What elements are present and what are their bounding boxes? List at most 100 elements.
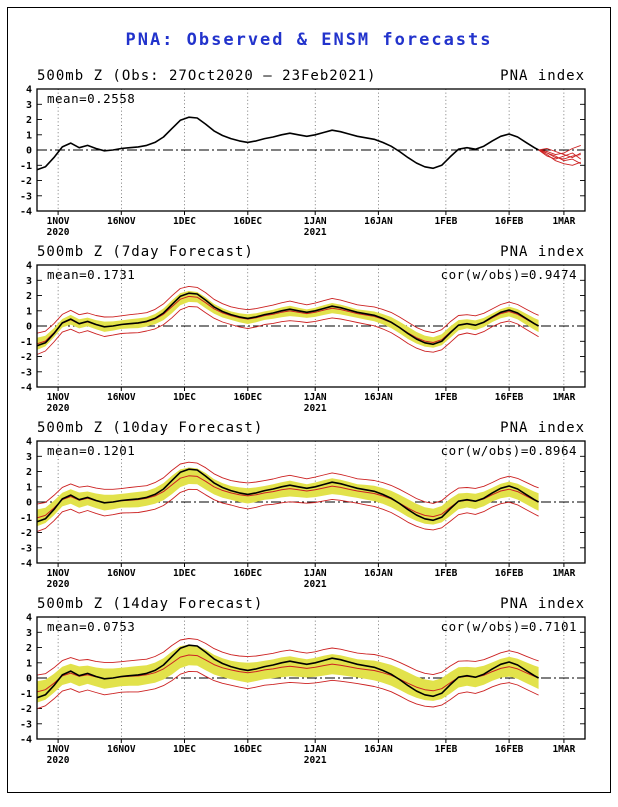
svg-text:1FEB: 1FEB bbox=[434, 568, 457, 579]
pna-index-label: PNA index bbox=[500, 68, 585, 84]
svg-text:1DEC: 1DEC bbox=[173, 568, 196, 579]
svg-text:3: 3 bbox=[26, 100, 32, 111]
svg-text:1MAR: 1MAR bbox=[552, 216, 575, 227]
svg-text:2: 2 bbox=[26, 291, 32, 302]
svg-text:-3: -3 bbox=[20, 367, 32, 378]
panel-10day-forecast: 500mb Z (10day Forecast) PNA index 1NOV 2… bbox=[9, 420, 609, 592]
panel-title-10day: 500mb Z (10day Forecast) bbox=[37, 420, 264, 436]
svg-text:1: 1 bbox=[26, 130, 32, 141]
svg-text:3: 3 bbox=[26, 628, 32, 639]
panel-7day-forecast: 500mb Z (7day Forecast) PNA index 1NOV 20… bbox=[9, 244, 609, 416]
svg-text:16DEC: 16DEC bbox=[233, 392, 262, 403]
svg-text:1FEB: 1FEB bbox=[434, 392, 457, 403]
svg-text:16JAN: 16JAN bbox=[364, 568, 393, 579]
svg-text:1FEB: 1FEB bbox=[434, 216, 457, 227]
svg-text:1JAN: 1JAN bbox=[304, 392, 327, 403]
svg-text:0: 0 bbox=[26, 674, 32, 685]
svg-text:1DEC: 1DEC bbox=[173, 392, 196, 403]
svg-text:2021: 2021 bbox=[304, 755, 327, 766]
svg-text:2020: 2020 bbox=[47, 403, 70, 414]
pna-index-label: PNA index bbox=[500, 420, 585, 436]
svg-text:-2: -2 bbox=[20, 704, 32, 715]
svg-text:1JAN: 1JAN bbox=[304, 216, 327, 227]
svg-text:-1: -1 bbox=[20, 337, 32, 348]
svg-text:-2: -2 bbox=[20, 176, 32, 187]
panel-14day-forecast: 500mb Z (14day Forecast) PNA index 1NOV 2… bbox=[9, 596, 609, 768]
svg-text:-4: -4 bbox=[20, 207, 32, 218]
panel-title-7day: 500mb Z (7day Forecast) bbox=[37, 244, 254, 260]
svg-text:1DEC: 1DEC bbox=[173, 216, 196, 227]
svg-text:16FEB: 16FEB bbox=[495, 744, 524, 755]
correlation-annotation: cor(w/obs)=0.7101 bbox=[440, 619, 577, 634]
correlation-annotation: cor(w/obs)=0.8964 bbox=[440, 443, 577, 458]
svg-text:-1: -1 bbox=[20, 513, 32, 524]
svg-text:-4: -4 bbox=[20, 383, 32, 394]
plot-area-14day: 1NOV 2020 16NOV 1DEC 16DEC 1JAN 2021 16JAN 1FEB 1… bbox=[9, 613, 609, 768]
svg-text:1: 1 bbox=[26, 482, 32, 493]
plot-area-7day: 1NOV 2020 16NOV 1DEC 16DEC 1JAN 2021 16JAN 1FEB 1… bbox=[9, 261, 609, 416]
svg-text:-4: -4 bbox=[20, 559, 32, 570]
svg-text:2021: 2021 bbox=[304, 579, 327, 590]
svg-text:2021: 2021 bbox=[304, 227, 327, 238]
panel-header-14day: 500mb Z (14day Forecast) PNA index bbox=[9, 596, 609, 613]
pna-index-label: PNA index bbox=[500, 244, 585, 260]
svg-text:1JAN: 1JAN bbox=[304, 744, 327, 755]
plot-area-10day: 1NOV 2020 16NOV 1DEC 16DEC 1JAN 2021 16JAN 1FEB 1… bbox=[9, 437, 609, 592]
panel-title-14day: 500mb Z (14day Forecast) bbox=[37, 596, 264, 612]
mean-annotation: mean=0.2558 bbox=[47, 91, 136, 106]
svg-text:1DEC: 1DEC bbox=[173, 744, 196, 755]
svg-text:2: 2 bbox=[26, 467, 32, 478]
svg-text:16FEB: 16FEB bbox=[495, 216, 524, 227]
svg-text:-3: -3 bbox=[20, 191, 32, 202]
svg-text:0: 0 bbox=[26, 498, 32, 509]
mean-annotation: mean=0.0753 bbox=[47, 619, 136, 634]
svg-text:16JAN: 16JAN bbox=[364, 744, 393, 755]
svg-text:2020: 2020 bbox=[47, 227, 70, 238]
svg-text:1MAR: 1MAR bbox=[552, 744, 575, 755]
svg-text:1NOV: 1NOV bbox=[47, 392, 70, 403]
panel-header-10day: 500mb Z (10day Forecast) PNA index bbox=[9, 420, 609, 437]
svg-text:2: 2 bbox=[26, 643, 32, 654]
svg-text:4: 4 bbox=[26, 85, 32, 96]
svg-text:2: 2 bbox=[26, 115, 32, 126]
correlation-annotation: cor(w/obs)=0.9474 bbox=[440, 267, 577, 282]
panel-header-observed: 500mb Z (Obs: 27Oct2020 – 23Feb2021) PNA… bbox=[9, 68, 609, 85]
plot-area-observed: 1NOV 2020 16NOV 1DEC 16DEC 1JAN 2021 16JAN 1FEB 1… bbox=[9, 85, 609, 240]
svg-text:4: 4 bbox=[26, 437, 32, 448]
svg-text:16JAN: 16JAN bbox=[364, 392, 393, 403]
svg-text:16NOV: 16NOV bbox=[107, 568, 136, 579]
svg-text:2020: 2020 bbox=[47, 579, 70, 590]
svg-text:1: 1 bbox=[26, 306, 32, 317]
svg-text:1NOV: 1NOV bbox=[47, 216, 70, 227]
mean-annotation: mean=0.1201 bbox=[47, 443, 136, 458]
svg-text:1FEB: 1FEB bbox=[434, 744, 457, 755]
svg-text:16NOV: 16NOV bbox=[107, 216, 136, 227]
svg-text:16DEC: 16DEC bbox=[233, 216, 262, 227]
mean-annotation: mean=0.1731 bbox=[47, 267, 136, 282]
svg-text:1: 1 bbox=[26, 658, 32, 669]
panel-header-7day: 500mb Z (7day Forecast) PNA index bbox=[9, 244, 609, 261]
svg-text:0: 0 bbox=[26, 146, 32, 157]
svg-text:2021: 2021 bbox=[304, 403, 327, 414]
svg-text:-1: -1 bbox=[20, 689, 32, 700]
svg-text:1MAR: 1MAR bbox=[552, 568, 575, 579]
panel-observed: 500mb Z (Obs: 27Oct2020 – 23Feb2021) PNA… bbox=[9, 68, 609, 240]
svg-text:16FEB: 16FEB bbox=[495, 392, 524, 403]
svg-text:4: 4 bbox=[26, 261, 32, 272]
svg-text:-3: -3 bbox=[20, 543, 32, 554]
svg-text:3: 3 bbox=[26, 276, 32, 287]
svg-text:16JAN: 16JAN bbox=[364, 216, 393, 227]
svg-text:-1: -1 bbox=[20, 161, 32, 172]
svg-text:1NOV: 1NOV bbox=[47, 744, 70, 755]
pna-index-label: PNA index bbox=[500, 596, 585, 612]
svg-text:-2: -2 bbox=[20, 528, 32, 539]
svg-text:2020: 2020 bbox=[47, 755, 70, 766]
figure-border: PNA: Observed & ENSM forecasts 500mb Z (… bbox=[7, 7, 611, 793]
figure-title: PNA: Observed & ENSM forecasts bbox=[125, 30, 493, 50]
svg-text:-3: -3 bbox=[20, 719, 32, 730]
svg-text:3: 3 bbox=[26, 452, 32, 463]
svg-text:16FEB: 16FEB bbox=[495, 568, 524, 579]
